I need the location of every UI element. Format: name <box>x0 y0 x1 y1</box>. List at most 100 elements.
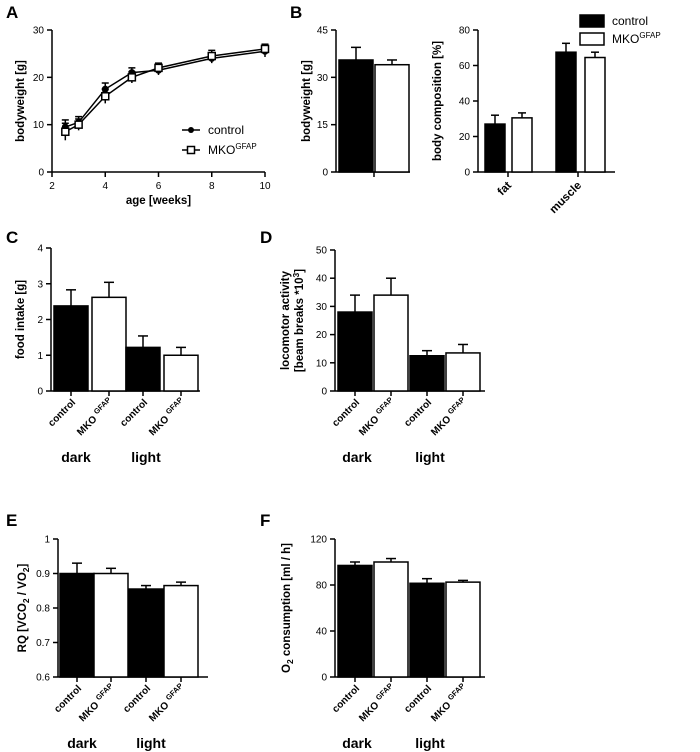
panel-b-body-composition: 0 20 40 60 80 body composition [%] fat muscle co… <box>432 14 661 216</box>
y-tick-label: 4 <box>37 244 43 255</box>
x-category-label: control <box>118 397 150 429</box>
y-axis-title: bodyweight [g] <box>15 60 27 142</box>
bar-mko <box>511 117 533 173</box>
y-tick-label: 0.6 <box>36 673 50 684</box>
y-tick-label: 30 <box>33 26 45 37</box>
x-category-label: MKOGFAP <box>355 395 398 438</box>
bar-control <box>337 311 373 392</box>
y-tick-label: 0.8 <box>36 604 50 615</box>
bar-control <box>128 588 164 678</box>
bar-mko <box>374 63 410 173</box>
panel-letter-c: C <box>6 228 18 247</box>
y-tick-label: 0 <box>37 387 43 398</box>
bar-mko <box>445 581 481 678</box>
x-category-label: control <box>121 683 153 715</box>
y-tick-label: 45 <box>317 26 329 37</box>
bar-control <box>484 123 506 173</box>
y-tick-label: 30 <box>316 302 328 313</box>
bar-control <box>125 346 161 392</box>
legend-marker-control <box>188 127 194 133</box>
y-tick-label: 40 <box>316 274 328 285</box>
x-category-label: control <box>330 397 362 429</box>
legend-swatch-mko <box>579 32 605 46</box>
x-axis-title: age [weeks] <box>126 195 191 207</box>
bar-mko <box>163 354 199 392</box>
bar-control <box>409 582 445 678</box>
y-tick-label: 60 <box>459 61 471 72</box>
y-tick-label: 0 <box>322 168 328 179</box>
y-tick-label: 30 <box>317 73 329 84</box>
y-tick-label: 10 <box>316 358 328 369</box>
group-label-light: light <box>131 449 161 465</box>
y-axis-title: bodyweight [g] <box>301 60 313 142</box>
group-label-dark: dark <box>67 735 97 751</box>
group-label-light: light <box>136 735 166 751</box>
group-label-light: light <box>415 449 445 465</box>
bar-mko <box>373 561 409 678</box>
y-tick-label: 80 <box>316 581 328 592</box>
x-category-label: MKOGFAP <box>145 681 188 724</box>
bar-control <box>59 572 95 678</box>
y-tick-label: 20 <box>459 132 471 143</box>
bar-mko <box>373 294 409 392</box>
panel-letter-b: B <box>290 3 302 22</box>
y-axis-title: locomotor activity [beam breaks *103] <box>280 269 306 372</box>
x-category-label: MKOGFAP <box>427 395 470 438</box>
y-axis-title: O2 consumption [ml / h] <box>281 543 295 673</box>
bar-control <box>555 51 577 173</box>
y-axis-title: body composition [%] <box>432 41 444 161</box>
panel-letter-f: F <box>260 511 270 530</box>
x-category-label: control <box>46 397 78 429</box>
data-point-mko <box>260 44 270 54</box>
x-category-label: MKOGFAP <box>75 681 118 724</box>
x-tick-label: 6 <box>156 181 162 192</box>
y-tick-label: 40 <box>459 97 471 108</box>
bar-control <box>53 305 89 392</box>
x-tick-label: 10 <box>259 181 271 192</box>
bar-control <box>409 355 445 392</box>
y-tick-label: 0 <box>38 168 44 179</box>
y-tick-label: 0 <box>321 673 327 684</box>
y-tick-label: 2 <box>37 315 43 326</box>
legend-swatch-control <box>579 14 605 28</box>
data-point-mko <box>61 127 70 137</box>
data-point-mko <box>101 92 110 101</box>
y-tick-label: 0.9 <box>36 569 50 580</box>
x-category-label: MKOGFAP <box>145 395 188 438</box>
y-axis-title: food intake [g] <box>15 280 27 359</box>
y-tick-label: 80 <box>459 26 471 37</box>
y-tick-label: 20 <box>316 330 328 341</box>
legend-marker-mko <box>186 145 196 155</box>
bar-mko <box>93 572 129 678</box>
y-tick-label: 10 <box>33 120 45 131</box>
x-category-label-muscle: muscle <box>548 180 585 217</box>
data-point-mko <box>74 120 83 129</box>
data-point-mko <box>127 73 137 82</box>
y-tick-label: 40 <box>316 627 328 638</box>
x-category-label: control <box>402 683 434 715</box>
x-category-label: control <box>402 397 434 429</box>
y-tick-label: 0.7 <box>36 638 50 649</box>
bar-control <box>337 564 373 678</box>
series-line-1 <box>64 48 266 133</box>
panel-letter-e: E <box>6 511 17 530</box>
series-line-0 <box>65 50 266 128</box>
group-label-dark: dark <box>342 449 372 465</box>
x-tick-label: 4 <box>102 181 108 192</box>
group-label-dark: dark <box>61 449 91 465</box>
legend-label-mko: MKOGFAP <box>208 142 257 157</box>
panel-a: A 0 10 20 30 2 4 6 8 10 age [weeks] bodyweight [g] c… <box>6 3 271 207</box>
bar-mko <box>91 296 127 392</box>
group-label-dark: dark <box>342 735 372 751</box>
y-tick-label: 1 <box>44 535 50 546</box>
y-tick-label: 15 <box>317 120 329 131</box>
legend-label-mko: MKOGFAP <box>612 31 661 46</box>
panel-letter-d: D <box>260 228 272 247</box>
x-category-label: control <box>52 683 84 715</box>
bar-control <box>338 59 374 173</box>
x-category-label: MKOGFAP <box>73 395 116 438</box>
bar-mko <box>163 584 199 678</box>
